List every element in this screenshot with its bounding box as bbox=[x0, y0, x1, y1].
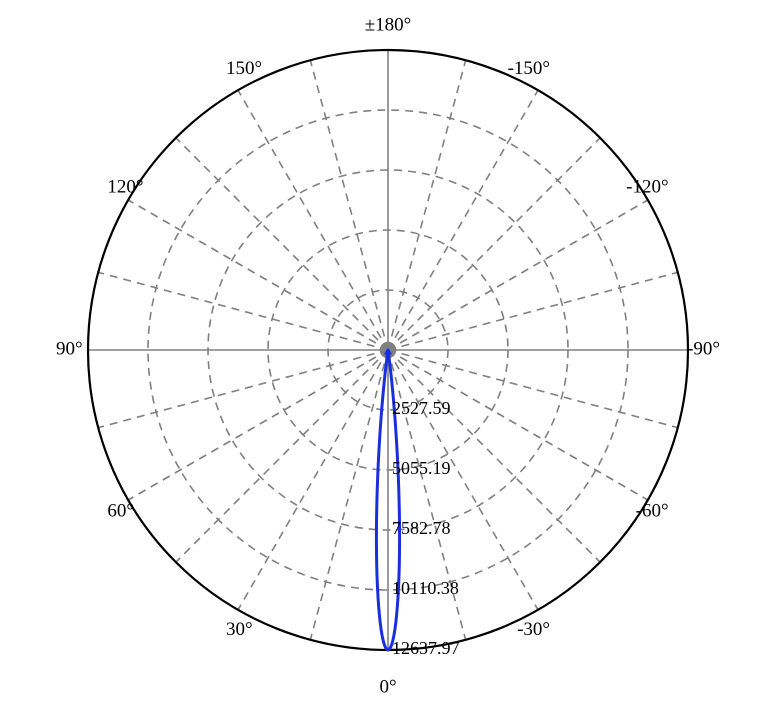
radial-tick-label: 7582.78 bbox=[392, 518, 451, 538]
angle-label: -150° bbox=[508, 58, 550, 79]
radial-tick-label: 10110.38 bbox=[392, 578, 459, 598]
radial-tick-labels: 2527.59 5055.19 7582.78 10110.38 12637.97 bbox=[392, 398, 460, 658]
angle-label: 0° bbox=[379, 676, 396, 697]
angle-label: 30° bbox=[226, 619, 253, 640]
angle-label: 90° bbox=[56, 338, 83, 359]
radial-tick-label: 12637.97 bbox=[392, 638, 460, 658]
angle-label: -30° bbox=[517, 619, 550, 640]
radial-tick-label: 2527.59 bbox=[392, 398, 451, 418]
angle-label: -90° bbox=[687, 338, 720, 359]
angle-label: -120° bbox=[626, 176, 668, 197]
angle-label: 150° bbox=[226, 58, 262, 79]
radial-tick-label: 5055.19 bbox=[392, 458, 451, 478]
polar-plot: ±180° -150° -120° -90° -60° -30° 0° 30° 60° 90° 12… bbox=[0, 0, 777, 701]
angle-label: -60° bbox=[636, 500, 669, 521]
angle-label: ±180° bbox=[365, 14, 412, 35]
angle-label: 120° bbox=[107, 176, 143, 197]
angle-label: 60° bbox=[107, 500, 134, 521]
